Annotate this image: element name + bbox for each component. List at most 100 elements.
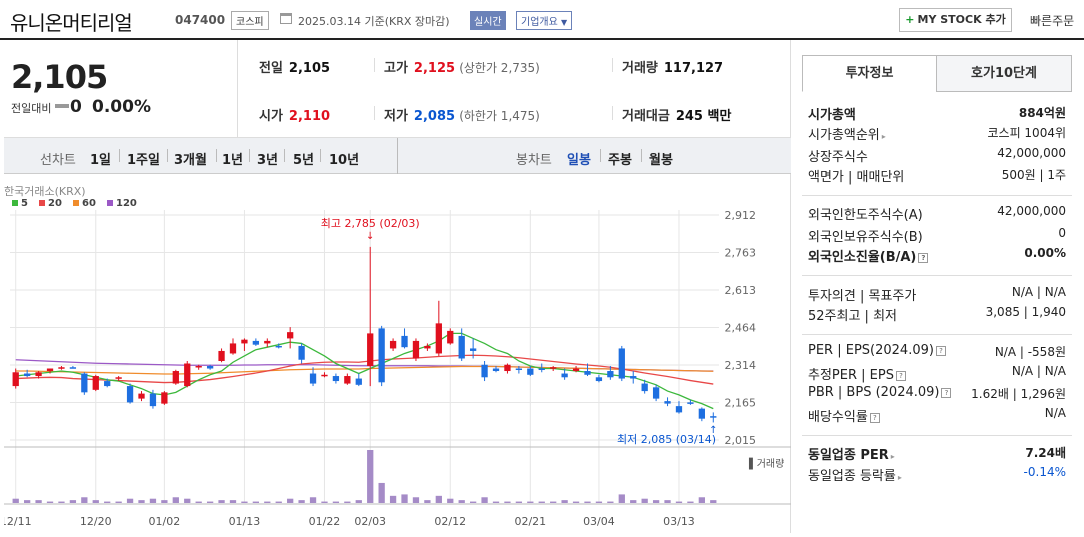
divider xyxy=(249,149,250,162)
candle-body xyxy=(630,376,637,379)
candle-body xyxy=(138,393,145,399)
my-stock-add-button[interactable]: + MY STOCK 추가 xyxy=(899,8,1012,32)
volume-bar xyxy=(618,494,625,503)
price-chart[interactable]: 2,912 2,763 2,613 2,464 2,314 2,165 2,015 12/11… xyxy=(0,175,791,533)
realtime-button[interactable]: 실시간 xyxy=(470,11,506,30)
high-price: 고가 2,125 (상한가 2,735) xyxy=(384,57,540,76)
arrow-right-icon[interactable]: ▸ xyxy=(897,473,902,482)
candle-body xyxy=(584,371,591,375)
prev-close: 전일 2,105 xyxy=(259,57,330,76)
candle-body xyxy=(104,381,111,387)
candle-body xyxy=(172,371,179,384)
volume-bar xyxy=(104,501,111,503)
change-rate: 0.00% xyxy=(92,97,151,117)
candle-daily[interactable]: 일봉 xyxy=(567,153,591,168)
volume-bar xyxy=(172,497,179,503)
upper-limit: (상한가 2,735) xyxy=(459,61,540,75)
group-divider xyxy=(802,435,1072,436)
help-icon[interactable]: ? xyxy=(895,371,906,381)
candle-body xyxy=(550,367,557,369)
tab-investment-info[interactable]: 투자정보 xyxy=(802,55,937,92)
volume-bar xyxy=(504,501,511,503)
candle-chart-label: 봉차트 xyxy=(516,153,552,168)
up-arrow-icon: ↑ xyxy=(709,425,717,436)
help-icon[interactable]: ? xyxy=(941,388,952,398)
info-row: 외국인보유주식수(B) 0 xyxy=(808,226,1066,246)
x-tick-label: 01/02 xyxy=(149,515,181,528)
legend-label: 60 xyxy=(82,198,96,209)
candle-body xyxy=(469,348,477,351)
volume-bar xyxy=(184,498,191,503)
volume-bar xyxy=(572,501,580,503)
volume-bar xyxy=(687,501,694,503)
volume-bar xyxy=(69,500,77,503)
candle-body xyxy=(652,387,660,399)
corp-info-dropdown[interactable]: 기업개요 ▼ xyxy=(516,11,573,30)
info-row-label: 외국인보유주식수(B) xyxy=(808,230,923,245)
volume-bar xyxy=(12,498,19,503)
volume-bar xyxy=(538,501,545,503)
volume-bar xyxy=(435,495,442,503)
info-row-value: 7.24배 xyxy=(1025,446,1066,460)
legend-swatch xyxy=(39,200,45,206)
candle-body xyxy=(641,383,648,392)
candle-body xyxy=(275,345,282,348)
range-5y[interactable]: 5년 xyxy=(293,153,315,168)
candle-body xyxy=(664,401,671,404)
plus-icon: + xyxy=(905,13,915,26)
stock-code: 047400 xyxy=(175,13,226,27)
volume-bar xyxy=(664,500,671,503)
candle-body xyxy=(447,330,454,344)
volume-bar xyxy=(424,500,431,503)
arrow-right-icon[interactable]: ▸ xyxy=(890,452,895,461)
candle-chart-svg[interactable]: 2,912 2,763 2,613 2,464 2,314 2,165 2,015 12/11… xyxy=(0,175,791,533)
candle-weekly[interactable]: 주봉 xyxy=(608,153,632,168)
candle-body xyxy=(149,393,157,407)
y-tick-label: 2,912 xyxy=(725,209,757,222)
x-tick-label: 02/21 xyxy=(514,515,546,528)
candle-body xyxy=(332,376,340,382)
range-1d[interactable]: 1일 xyxy=(90,153,112,168)
candle-body xyxy=(515,368,523,371)
divider xyxy=(374,106,375,120)
divider xyxy=(284,149,285,162)
info-row-label: 시가총액 xyxy=(808,108,856,123)
info-row-label: 시가총액순위 ▸ xyxy=(808,128,886,143)
quick-order-button[interactable]: 빠른주문 xyxy=(1030,14,1075,28)
x-tick-label: 03/13 xyxy=(663,515,695,528)
volume-bar xyxy=(367,450,374,503)
low-annotation: 최저 2,085 (03/14) xyxy=(617,433,716,446)
x-tick-label: 01/22 xyxy=(309,515,341,528)
volume-label: 거래량 xyxy=(622,61,658,76)
range-3y[interactable]: 3년 xyxy=(257,153,279,168)
info-row-label: 동일업종 PER ▸ xyxy=(808,448,895,463)
x-tick-label: 12/20 xyxy=(80,515,112,528)
help-icon[interactable]: ? xyxy=(918,253,929,263)
arrow-right-icon[interactable]: ▸ xyxy=(881,132,886,141)
main-panel: 2,105 전일대비 0 0.00% 전일 2,105 고가 2,125 (상한가 … xyxy=(0,40,791,533)
candle-body xyxy=(481,364,488,378)
range-10y[interactable]: 10년 xyxy=(329,153,360,168)
stock-name: 유니온머티리얼 xyxy=(10,11,133,35)
info-row: PER | EPS(2024.09)? N/A | -558원 xyxy=(808,343,1066,363)
help-icon[interactable]: ? xyxy=(869,413,880,423)
range-1y[interactable]: 1년 xyxy=(222,153,244,168)
candle-body xyxy=(527,368,534,375)
candle-body xyxy=(355,378,362,385)
range-3m[interactable]: 3개월 xyxy=(174,153,207,168)
candle-body xyxy=(607,371,614,378)
tab-order-book[interactable]: 호가10단계 xyxy=(936,55,1072,92)
ma60-line xyxy=(15,365,714,375)
info-row: 동일업종 PER ▸ 7.24배 xyxy=(808,444,1066,464)
candle-body xyxy=(344,376,351,384)
help-icon[interactable]: ? xyxy=(935,346,946,356)
candle-body xyxy=(35,372,42,377)
market-badge: 코스피 xyxy=(231,11,269,30)
volume-bar xyxy=(641,498,648,503)
divider xyxy=(320,149,321,162)
range-1w[interactable]: 1주일 xyxy=(127,153,160,168)
candle-monthly[interactable]: 월봉 xyxy=(649,153,673,168)
volume-bar xyxy=(652,500,660,503)
y-tick-label: 2,015 xyxy=(725,434,757,447)
info-row-label: PBR | BPS (2024.09)? xyxy=(808,385,952,400)
